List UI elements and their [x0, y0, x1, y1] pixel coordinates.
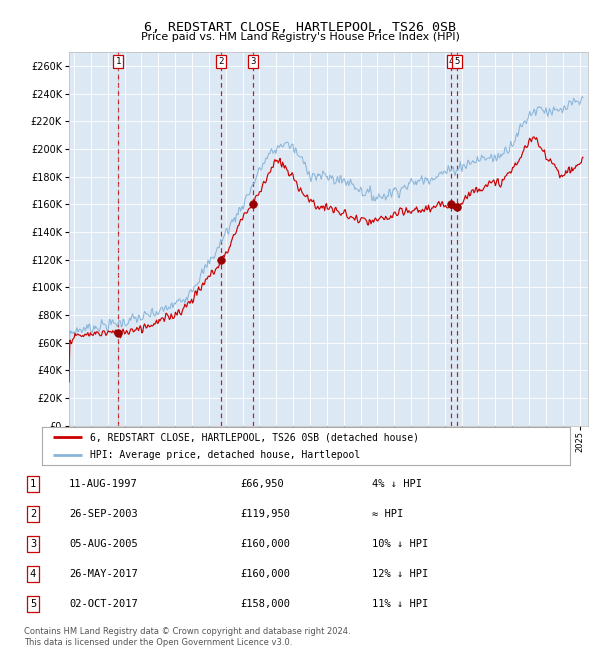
Text: £158,000: £158,000 — [240, 599, 290, 609]
Text: 4: 4 — [449, 57, 454, 66]
Text: 1: 1 — [30, 479, 36, 489]
Text: 6, REDSTART CLOSE, HARTLEPOOL, TS26 0SB: 6, REDSTART CLOSE, HARTLEPOOL, TS26 0SB — [144, 21, 456, 34]
Text: Contains HM Land Registry data © Crown copyright and database right 2024.
This d: Contains HM Land Registry data © Crown c… — [24, 627, 350, 647]
Text: 05-AUG-2005: 05-AUG-2005 — [69, 539, 138, 549]
Text: ≈ HPI: ≈ HPI — [372, 509, 403, 519]
Text: £119,950: £119,950 — [240, 509, 290, 519]
Text: 5: 5 — [455, 57, 460, 66]
Text: 4% ↓ HPI: 4% ↓ HPI — [372, 479, 422, 489]
Text: HPI: Average price, detached house, Hartlepool: HPI: Average price, detached house, Hart… — [89, 450, 360, 460]
Text: 6, REDSTART CLOSE, HARTLEPOOL, TS26 0SB (detached house): 6, REDSTART CLOSE, HARTLEPOOL, TS26 0SB … — [89, 432, 419, 442]
Text: £66,950: £66,950 — [240, 479, 284, 489]
Text: 11-AUG-1997: 11-AUG-1997 — [69, 479, 138, 489]
Text: 12% ↓ HPI: 12% ↓ HPI — [372, 569, 428, 579]
Text: 4: 4 — [30, 569, 36, 579]
Text: 2: 2 — [218, 57, 224, 66]
Text: 1: 1 — [115, 57, 121, 66]
Text: 26-MAY-2017: 26-MAY-2017 — [69, 569, 138, 579]
Text: 11% ↓ HPI: 11% ↓ HPI — [372, 599, 428, 609]
Text: Price paid vs. HM Land Registry's House Price Index (HPI): Price paid vs. HM Land Registry's House … — [140, 32, 460, 42]
Text: 2: 2 — [30, 509, 36, 519]
Text: 10% ↓ HPI: 10% ↓ HPI — [372, 539, 428, 549]
Text: 3: 3 — [30, 539, 36, 549]
Text: £160,000: £160,000 — [240, 539, 290, 549]
Text: £160,000: £160,000 — [240, 569, 290, 579]
Text: 26-SEP-2003: 26-SEP-2003 — [69, 509, 138, 519]
Text: 3: 3 — [250, 57, 255, 66]
Text: 5: 5 — [30, 599, 36, 609]
Text: 02-OCT-2017: 02-OCT-2017 — [69, 599, 138, 609]
